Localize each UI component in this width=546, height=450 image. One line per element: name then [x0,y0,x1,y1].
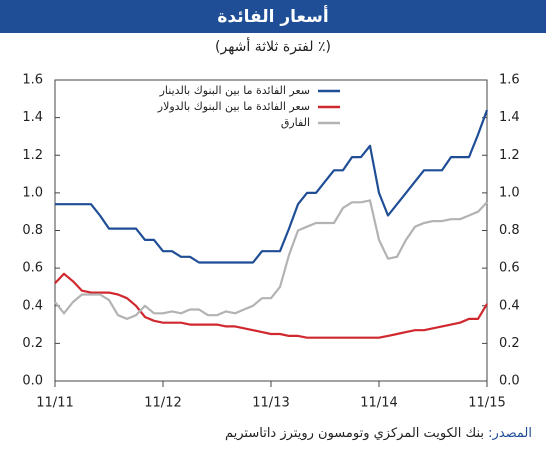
x-tick-label: 11/14 [360,396,397,411]
series-line [54,272,488,339]
series-line [55,109,489,264]
y2-tick-label: 0.0 [499,374,520,389]
chart-subtitle: (٪ لفترة ثلاثة أشهر) [215,37,331,55]
x-tick-label: 11/15 [468,396,505,411]
y-tick-label: 0.2 [22,336,43,351]
y2-tick-label: 0.2 [499,336,520,351]
x-tick-label: 11/13 [252,396,289,411]
x-tick-label: 11/11 [36,396,73,411]
y2-tick-label: 0.4 [499,298,520,313]
y-tick-label: 1.2 [22,148,43,163]
legend-label: الفارق [281,116,310,129]
y-tick-label: 0.4 [22,298,43,313]
y2-tick-label: 1.2 [499,148,520,163]
y-tick-label: 1.0 [22,185,43,200]
source-label: المصدر: [488,426,532,441]
source: المصدر: بنك الكويت المركزي وتومسون رويتر… [225,426,532,441]
source-text: بنك الكويت المركزي وتومسون رويترز داتاست… [224,426,485,441]
y-tick-label: 1.4 [22,110,43,125]
y2-tick-label: 1.6 [499,73,520,88]
chart-title: أسعار الفائدة [217,5,328,27]
y2-tick-label: 0.8 [499,223,520,238]
y2-tick-label: 1.4 [499,110,520,125]
y-tick-label: 0.6 [22,261,43,276]
y2-tick-label: 0.6 [499,261,520,276]
plot-frame [54,79,488,382]
y2-tick-label: 1.0 [499,185,520,200]
y-tick-label: 1.6 [22,73,43,88]
legend-label: سعر الفائدة ما بين البنوك بالدينار [159,84,310,97]
x-tick-label: 11/12 [144,396,181,411]
series-line [54,199,488,320]
y-tick-label: 0.8 [22,223,43,238]
y-tick-label: 0.0 [22,374,43,389]
title-bar [0,0,546,33]
legend-label: سعر الفائدة ما بين البنوك بالدولار [157,100,310,113]
